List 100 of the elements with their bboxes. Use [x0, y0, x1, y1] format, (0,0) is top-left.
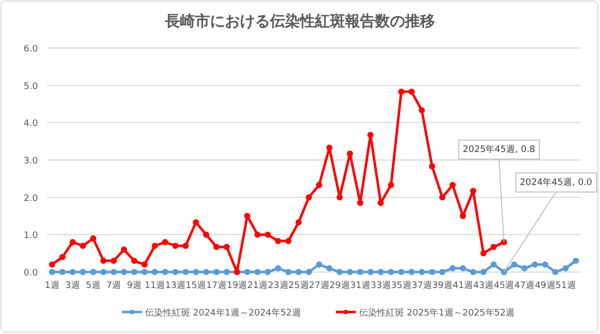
annotation: 2024年45週, 0.0	[520, 177, 592, 188]
point	[131, 258, 138, 264]
x-tick-label: 31週	[350, 280, 370, 291]
point	[90, 235, 96, 242]
point	[182, 242, 189, 249]
point	[203, 268, 210, 276]
x-tick-label: 33週	[370, 280, 391, 291]
point	[521, 265, 528, 272]
point	[511, 261, 518, 268]
point	[532, 261, 538, 268]
x-tick-label: 43週	[473, 280, 494, 291]
point	[274, 238, 282, 244]
point	[326, 265, 333, 272]
point	[59, 254, 66, 260]
point	[162, 239, 168, 246]
point	[316, 182, 322, 188]
point	[542, 261, 548, 268]
point	[326, 144, 333, 151]
point	[254, 268, 261, 276]
x-tick-label: 45週	[494, 280, 514, 291]
point	[418, 268, 425, 276]
point	[388, 268, 394, 276]
point	[70, 268, 76, 276]
point	[490, 261, 497, 268]
point	[367, 268, 374, 276]
title: 長崎市における伝染性紅斑報告数の推移	[165, 12, 435, 30]
point	[152, 242, 158, 249]
point	[398, 268, 404, 276]
x-tick-label: 25週	[288, 280, 309, 291]
point	[418, 107, 425, 114]
x-tick-label: 29週	[329, 280, 350, 291]
point	[367, 132, 374, 138]
point	[480, 268, 487, 276]
point	[203, 232, 210, 238]
x-tick-label: 27週	[308, 280, 330, 291]
point	[346, 268, 354, 276]
point	[213, 268, 220, 276]
point	[100, 268, 107, 276]
point	[172, 268, 178, 276]
point	[192, 268, 200, 276]
x-tick-label: 3週	[65, 280, 80, 291]
point	[192, 219, 200, 226]
y-tick-label: 5.0	[24, 82, 38, 92]
point	[439, 194, 446, 200]
point	[59, 268, 66, 276]
y-tick-label: 0.0	[24, 268, 38, 278]
point	[316, 261, 322, 268]
point	[336, 194, 343, 200]
x-tick-label: 11週	[144, 280, 166, 291]
point	[285, 268, 292, 276]
point	[120, 268, 128, 276]
point	[490, 244, 497, 250]
x-tick-label: 23週	[268, 280, 288, 291]
y-tick-label: 1.0	[24, 231, 38, 242]
point	[141, 268, 148, 276]
x-tick-label: 7週	[106, 280, 122, 291]
x-tick-label: 39週	[432, 280, 453, 291]
y-tick-label: 2.0	[24, 194, 38, 204]
point	[378, 200, 384, 206]
point	[460, 212, 466, 220]
y-tick-label: 6.0	[24, 44, 38, 54]
point	[398, 88, 404, 95]
x-tick-label: 5週	[86, 280, 101, 291]
point	[562, 265, 569, 272]
point	[470, 188, 476, 194]
y-tick-label: 3.0	[24, 156, 38, 166]
point	[357, 268, 364, 276]
x-tick-label: 21週	[247, 280, 268, 291]
x-tick-label: 15週	[186, 280, 206, 291]
x-tick-label: 47週	[514, 280, 535, 291]
legend-label: 伝染性紅斑 2024年1週～2024年52週	[145, 308, 301, 318]
point	[224, 244, 230, 250]
point	[264, 268, 271, 276]
point	[295, 219, 302, 226]
point	[120, 246, 128, 253]
y-tick-label: 4.0	[24, 119, 38, 130]
point	[306, 194, 312, 200]
x-tick-label: 9週	[126, 280, 142, 291]
point	[460, 265, 466, 272]
point	[100, 258, 107, 264]
point	[552, 268, 558, 276]
x-tick-label: 13週	[165, 280, 186, 291]
point	[572, 258, 579, 264]
point	[439, 268, 446, 276]
point	[346, 150, 354, 157]
x-tick-label: 49週	[534, 280, 556, 291]
x-tick-label: 19週	[226, 280, 248, 291]
point	[264, 232, 271, 238]
point	[450, 182, 456, 188]
point	[152, 268, 158, 276]
point	[213, 244, 220, 250]
point	[470, 268, 476, 276]
point	[162, 268, 168, 276]
point	[295, 268, 302, 276]
point	[80, 268, 86, 276]
point	[49, 268, 56, 276]
point	[110, 268, 117, 276]
point	[336, 268, 343, 276]
point	[388, 182, 394, 188]
point	[274, 265, 282, 272]
